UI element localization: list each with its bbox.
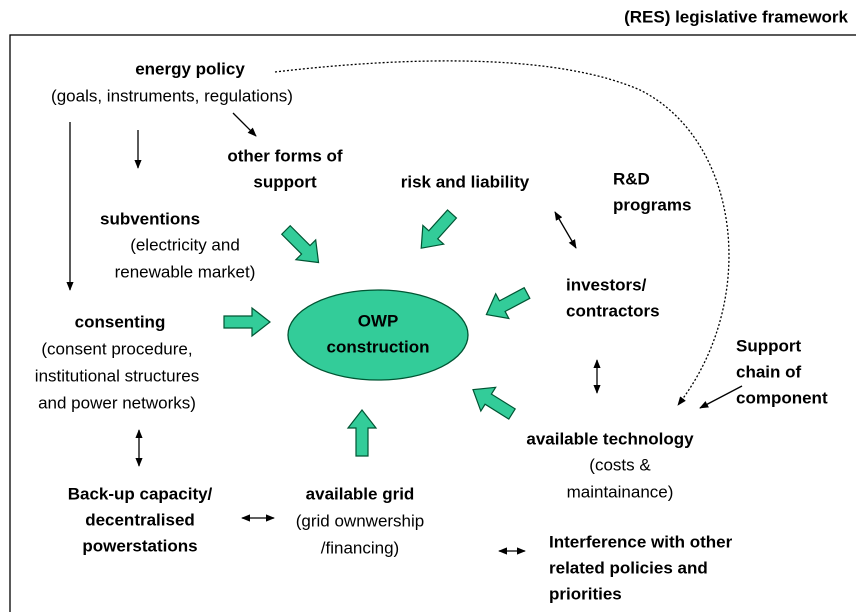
fat-arrow (346, 409, 378, 457)
node-subtitle: (consent procedure, (41, 339, 192, 358)
node-title: support (253, 172, 317, 191)
labels: OWP construction energy policy (goals, inst… (35, 59, 828, 603)
arrow (699, 385, 743, 409)
node-subtitle: institutional structures (35, 366, 199, 385)
fat-arrows (223, 209, 531, 457)
node-subtitle: (grid ownwership (296, 511, 425, 530)
arrow (232, 112, 257, 137)
center-label: OWP (358, 311, 399, 330)
node-title: powerstations (82, 536, 197, 555)
node-title: available technology (526, 429, 694, 448)
node-title: risk and liability (401, 172, 530, 191)
node-title: decentralised (85, 510, 195, 529)
thin-arrows (66, 60, 743, 555)
fat-arrow (420, 209, 458, 249)
node-subtitle: /financing) (321, 538, 399, 557)
arrow (554, 211, 577, 249)
node-title: priorities (549, 584, 622, 603)
node-subtitle: and power networks) (38, 393, 196, 412)
node-title: R&D (613, 169, 650, 188)
node-title: energy policy (135, 59, 245, 78)
node-title: chain of (736, 362, 802, 381)
fat-arrow (223, 306, 271, 338)
node-title: subventions (100, 209, 200, 228)
node-title: contractors (566, 301, 660, 320)
dotted-arrow (274, 60, 730, 406)
node-title: consenting (75, 312, 166, 331)
node-subtitle: renewable market) (115, 262, 256, 281)
node-title: available grid (306, 484, 415, 503)
fat-arrow (280, 224, 320, 264)
node-title: Interference with other (549, 532, 733, 551)
node-subtitle: (goals, instruments, regulations) (51, 86, 293, 105)
node-title: related policies and (549, 558, 708, 577)
node-subtitle: maintainance) (567, 482, 674, 501)
center-label: construction (327, 337, 430, 356)
node-title: investors/ (566, 275, 647, 294)
fat-arrow (472, 386, 517, 420)
framework-frame (9, 34, 856, 612)
node-title: component (736, 388, 828, 407)
node-title: programs (613, 195, 691, 214)
frame-label: (RES) legislative framework (624, 7, 848, 26)
node-subtitle: (electricity and (130, 235, 240, 254)
node-title: Back-up capacity/ (68, 484, 213, 503)
node-subtitle: (costs & (589, 455, 651, 474)
center-ellipse (287, 289, 469, 381)
fat-arrow (485, 286, 531, 320)
node-title: other forms of (227, 146, 343, 165)
node-title: Support (736, 336, 801, 355)
